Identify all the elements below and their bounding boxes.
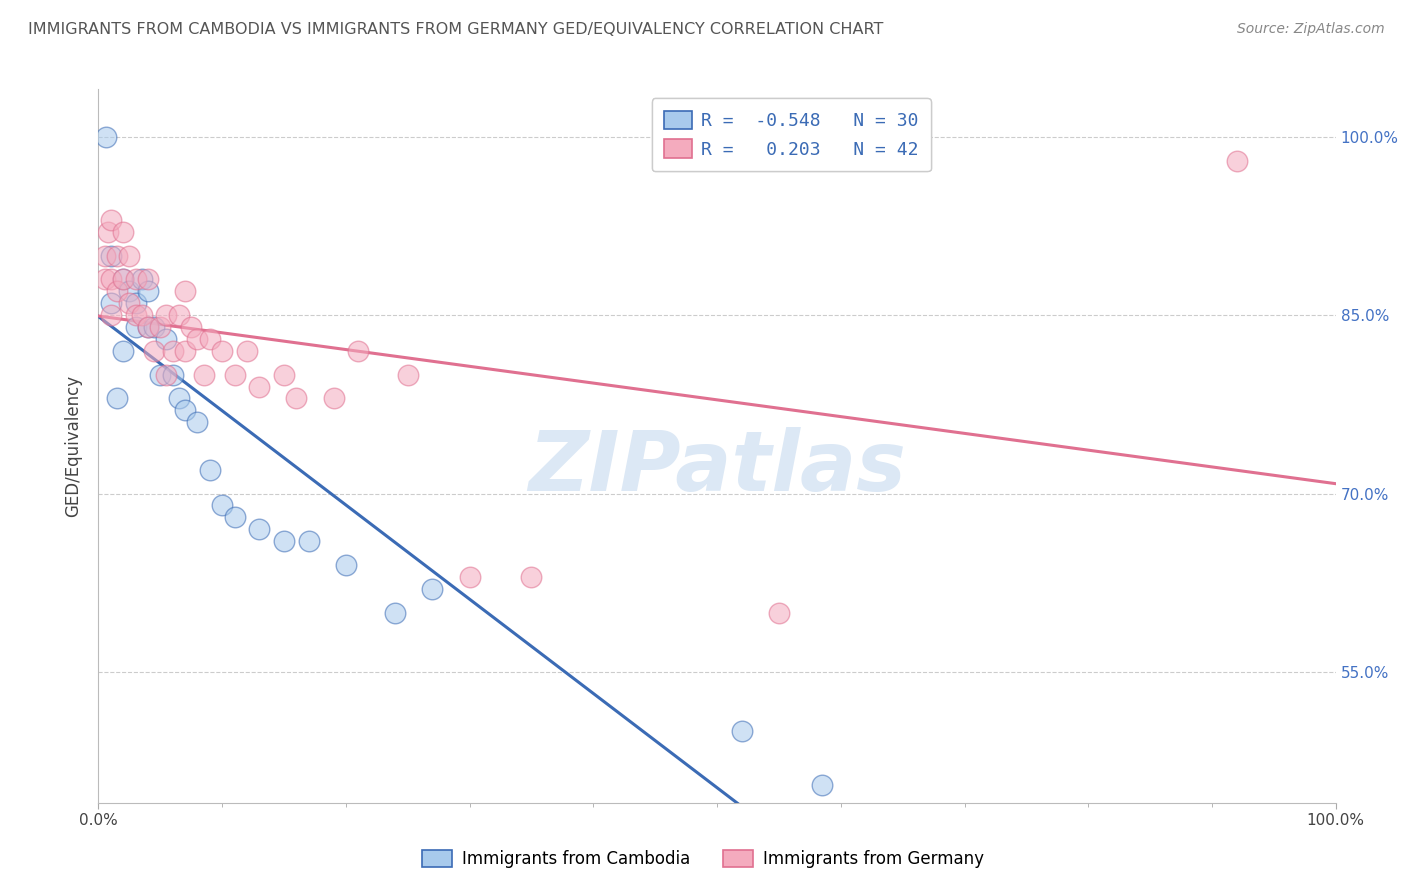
Point	[198, 463, 221, 477]
Point	[211, 343, 233, 358]
Point	[174, 285, 197, 299]
Point	[167, 308, 190, 322]
Legend: Immigrants from Cambodia, Immigrants from Germany: Immigrants from Cambodia, Immigrants fro…	[415, 843, 991, 875]
Point	[247, 522, 270, 536]
Point	[149, 368, 172, 382]
Y-axis label: GED/Equivalency: GED/Equivalency	[65, 375, 83, 517]
Point	[94, 129, 117, 144]
Point	[149, 320, 172, 334]
Point	[298, 534, 321, 549]
Point	[112, 272, 135, 286]
Point	[143, 343, 166, 358]
Point	[136, 320, 159, 334]
Point	[167, 392, 190, 406]
Point	[224, 368, 246, 382]
Point	[105, 392, 128, 406]
Point	[155, 332, 177, 346]
Point	[384, 606, 406, 620]
Point	[193, 368, 215, 382]
Point	[811, 778, 834, 792]
Point	[396, 368, 419, 382]
Point	[100, 213, 122, 227]
Point	[285, 392, 308, 406]
Point	[143, 320, 166, 334]
Point	[100, 308, 122, 322]
Point	[136, 272, 159, 286]
Point	[520, 570, 543, 584]
Point	[105, 249, 128, 263]
Point	[93, 272, 115, 286]
Point	[162, 368, 184, 382]
Point	[347, 343, 370, 358]
Point	[335, 558, 357, 572]
Point	[136, 285, 159, 299]
Point	[124, 296, 146, 310]
Point	[136, 320, 159, 334]
Point	[422, 582, 444, 596]
Point	[174, 343, 197, 358]
Point	[124, 308, 146, 322]
Point	[155, 308, 177, 322]
Point	[131, 272, 153, 286]
Point	[180, 320, 202, 334]
Point	[198, 332, 221, 346]
Point	[118, 296, 141, 310]
Point	[731, 724, 754, 739]
Point	[162, 343, 184, 358]
Legend: R =  -0.548   N = 30, R =   0.203   N = 42: R = -0.548 N = 30, R = 0.203 N = 42	[652, 98, 931, 171]
Point	[211, 499, 233, 513]
Point	[224, 510, 246, 524]
Text: IMMIGRANTS FROM CAMBODIA VS IMMIGRANTS FROM GERMANY GED/EQUIVALENCY CORRELATION : IMMIGRANTS FROM CAMBODIA VS IMMIGRANTS F…	[28, 22, 883, 37]
Point	[100, 249, 122, 263]
Text: ZIPatlas: ZIPatlas	[529, 427, 905, 508]
Point	[100, 272, 122, 286]
Point	[93, 249, 115, 263]
Point	[155, 368, 177, 382]
Point	[174, 403, 197, 417]
Point	[768, 606, 790, 620]
Point	[131, 308, 153, 322]
Point	[273, 368, 295, 382]
Point	[112, 225, 135, 239]
Point	[1226, 153, 1249, 168]
Point	[186, 332, 208, 346]
Point	[118, 249, 141, 263]
Text: Source: ZipAtlas.com: Source: ZipAtlas.com	[1237, 22, 1385, 37]
Point	[105, 285, 128, 299]
Point	[112, 272, 135, 286]
Point	[247, 379, 270, 393]
Point	[186, 415, 208, 429]
Point	[112, 343, 135, 358]
Point	[124, 272, 146, 286]
Point	[273, 534, 295, 549]
Point	[118, 285, 141, 299]
Point	[322, 392, 344, 406]
Point	[124, 320, 146, 334]
Point	[100, 296, 122, 310]
Point	[458, 570, 481, 584]
Point	[236, 343, 259, 358]
Point	[97, 225, 120, 239]
